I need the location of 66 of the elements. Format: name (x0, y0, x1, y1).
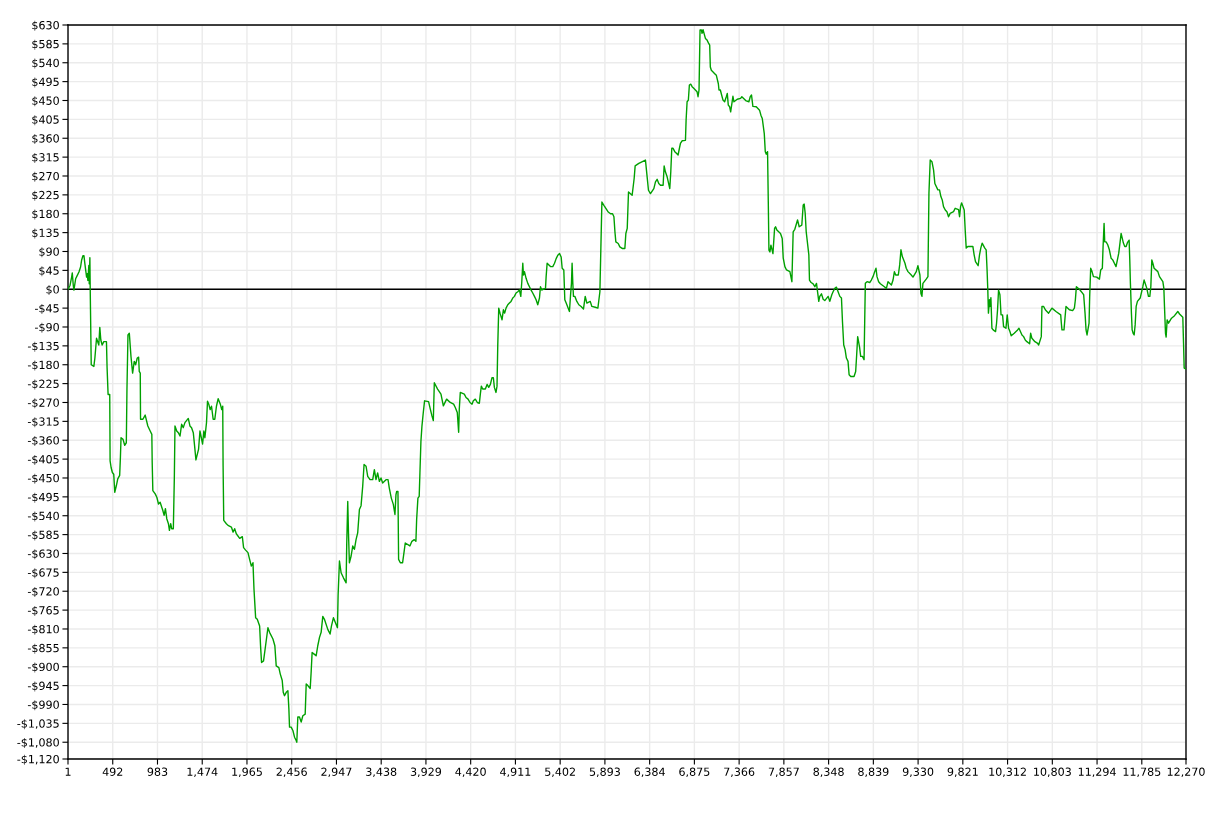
y-tick-label: $180 (32, 209, 59, 220)
y-tick-label: $360 (32, 134, 59, 145)
y-tick-label: $405 (32, 115, 59, 126)
x-tick-label: 1,965 (232, 767, 262, 778)
y-tick-label: $270 (32, 171, 59, 182)
x-tick-label: 11,294 (1078, 767, 1116, 778)
y-tick-label: -$675 (27, 568, 59, 579)
y-tick-label: $495 (32, 77, 59, 88)
y-tick-label: -$315 (27, 417, 59, 428)
x-tick-label: 3,438 (366, 767, 397, 778)
y-tick-label: -$810 (27, 624, 59, 635)
y-tick-label: $315 (32, 152, 59, 163)
y-tick-label: -$90 (34, 322, 59, 333)
x-tick-label: 8,839 (858, 767, 889, 778)
y-tick-label: -$720 (27, 587, 59, 598)
y-tick-label: -$540 (27, 511, 59, 522)
y-tick-label: -$405 (27, 454, 59, 465)
x-tick-label: 5,402 (545, 767, 575, 778)
x-tick-label: 2,456 (276, 767, 307, 778)
x-tick-label: 492 (102, 767, 123, 776)
y-tick-label: -$360 (27, 436, 59, 447)
x-tick-label: 6,384 (634, 767, 665, 778)
y-tick-label: -$495 (27, 492, 59, 503)
y-tick-label: $630 (32, 20, 59, 31)
x-tick-label: 9,330 (902, 767, 934, 778)
x-tick-label: 11,785 (1123, 767, 1161, 778)
x-tick-label: 7,857 (768, 767, 799, 778)
x-tick-label: 2,947 (321, 767, 352, 778)
x-tick-label: 8,348 (813, 767, 844, 778)
y-tick-label: -$270 (27, 398, 59, 409)
x-tick-label: 1 (65, 767, 71, 776)
x-tick-label: 5,893 (589, 767, 620, 778)
y-tick-label: -$45 (34, 303, 59, 314)
y-tick-label: -$1,035 (17, 719, 59, 730)
y-tick-label: -$630 (27, 549, 59, 560)
x-tick-label: 6,875 (679, 767, 710, 778)
y-tick-label: $585 (32, 39, 59, 50)
x-tick-label: 4,911 (500, 767, 531, 778)
y-tick-label: -$990 (27, 700, 59, 711)
x-tick-label: 10,803 (1034, 767, 1071, 778)
y-tick-label: -$1,120 (17, 754, 59, 765)
x-tick-label: 9,821 (947, 767, 978, 778)
y-tick-label: $540 (32, 58, 59, 69)
y-tick-label: $0 (46, 285, 59, 296)
y-tick-label: $135 (32, 228, 59, 239)
y-tick-label: -$135 (27, 341, 59, 352)
y-tick-label: $45 (39, 266, 59, 277)
x-tick-label: 1,474 (187, 767, 218, 778)
y-tick-label: $450 (32, 96, 59, 107)
y-tick-label: -$180 (27, 360, 59, 371)
y-tick-label: -$765 (27, 605, 59, 616)
y-tick-label: -$585 (27, 530, 59, 541)
y-tick-label: $225 (32, 190, 59, 201)
y-tick-label: $90 (39, 247, 59, 258)
y-tick-label: -$1,080 (17, 738, 59, 749)
x-tick-label: 983 (147, 767, 168, 776)
x-tick-label: 4,420 (455, 767, 486, 778)
x-tick-label: 3,929 (410, 767, 442, 778)
y-tick-label: -$225 (27, 379, 59, 390)
y-tick-label: -$900 (27, 662, 59, 673)
x-tick-label: 7,366 (724, 767, 755, 778)
y-tick-label: -$450 (27, 473, 59, 484)
y-tick-label: -$945 (27, 681, 59, 692)
y-tick-label: -$855 (27, 643, 59, 654)
x-tick-label: 10,312 (989, 767, 1026, 778)
x-tick-label: 12,270 (1167, 767, 1205, 778)
